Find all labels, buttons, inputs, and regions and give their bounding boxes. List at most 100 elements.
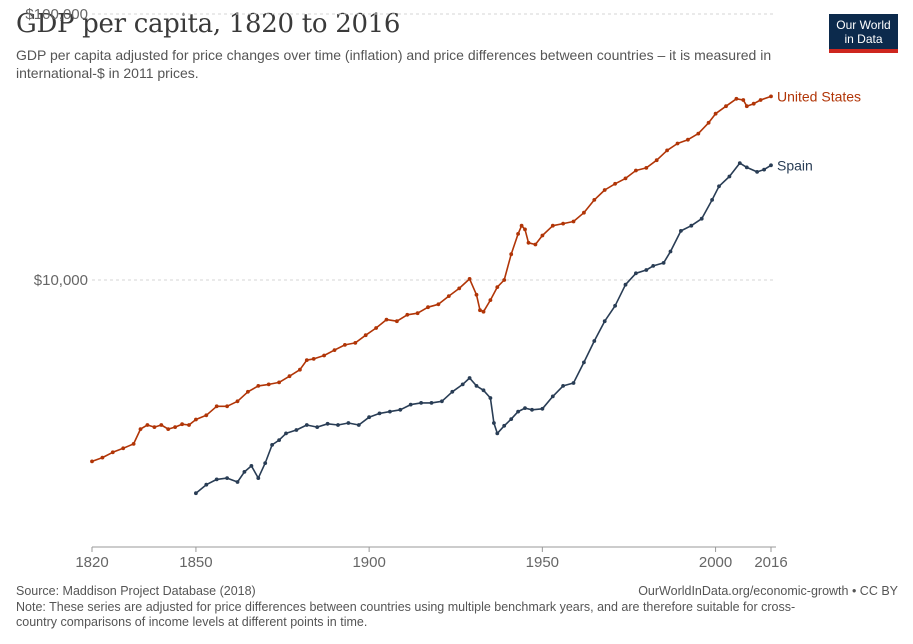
- data-point-united-states: [138, 427, 143, 431]
- data-point-spain: [523, 406, 527, 410]
- chart-subtitle: GDP per capita adjusted for price change…: [16, 47, 772, 81]
- data-point-spain: [398, 407, 403, 412]
- data-point-spain: [225, 476, 230, 480]
- x-tick-label: 1900: [352, 554, 385, 571]
- data-point-spain: [592, 339, 597, 343]
- data-point-spain: [717, 184, 721, 189]
- data-point-united-states: [561, 221, 565, 226]
- data-point-united-states: [502, 278, 507, 282]
- data-point-spain: [315, 425, 320, 429]
- data-point-united-states: [110, 450, 115, 455]
- data-point-spain: [661, 261, 666, 265]
- data-point-united-states: [744, 104, 749, 109]
- data-point-spain: [710, 198, 714, 202]
- data-point-spain: [346, 421, 351, 425]
- series-label-united-states: United States: [777, 88, 861, 104]
- data-point-spain: [679, 229, 683, 233]
- data-point-united-states: [550, 223, 555, 228]
- logo-line-1: Our World: [836, 17, 891, 32]
- data-point-spain: [699, 216, 704, 221]
- data-point-spain: [634, 271, 638, 276]
- logo-line-2: in Data: [844, 31, 883, 46]
- data-point-united-states: [353, 341, 358, 345]
- data-point-united-states: [304, 358, 309, 362]
- data-point-united-states: [457, 286, 462, 291]
- data-point-united-states: [152, 425, 157, 429]
- data-point-united-states: [246, 389, 250, 394]
- data-point-united-states: [481, 309, 486, 314]
- x-tick-label: 2016: [754, 554, 787, 571]
- data-point-united-states: [582, 210, 586, 215]
- data-point-united-states: [187, 423, 191, 427]
- y-tick-label: $100,000: [25, 6, 88, 23]
- data-point-united-states: [571, 219, 576, 224]
- data-point-united-states: [706, 120, 711, 125]
- data-point-united-states: [100, 455, 105, 460]
- data-point-spain: [502, 423, 507, 428]
- data-point-spain: [613, 303, 617, 308]
- data-point-spain: [356, 423, 361, 427]
- data-point-united-states: [724, 104, 728, 109]
- attribution-link[interactable]: OurWorldInData.org/economic-growth • CC …: [638, 584, 898, 598]
- data-point-spain: [450, 389, 455, 394]
- data-point-spain: [263, 461, 268, 465]
- data-point-spain: [429, 401, 434, 405]
- data-point-spain: [540, 406, 545, 411]
- data-point-spain: [336, 423, 340, 427]
- data-point-united-states: [415, 311, 420, 316]
- data-point-spain: [668, 249, 673, 254]
- data-point-united-states: [277, 380, 281, 385]
- data-point-spain: [623, 282, 628, 287]
- data-point-spain: [408, 402, 413, 407]
- data-point-united-states: [225, 404, 230, 409]
- data-point-united-states: [474, 292, 479, 297]
- data-point-united-states: [194, 417, 198, 422]
- data-point-united-states: [405, 312, 410, 317]
- data-point-spain: [194, 491, 198, 496]
- data-point-spain: [550, 394, 555, 399]
- data-point-spain: [249, 464, 254, 468]
- data-point-united-states: [298, 367, 302, 372]
- data-point-united-states: [145, 423, 150, 427]
- data-point-united-states: [758, 98, 763, 102]
- data-point-united-states: [613, 181, 617, 186]
- data-point-spain: [474, 384, 479, 388]
- data-point-spain: [737, 161, 742, 166]
- data-point-united-states: [374, 326, 378, 330]
- data-point-spain: [516, 409, 520, 414]
- data-point-united-states: [526, 240, 531, 245]
- data-point-spain: [651, 264, 656, 268]
- owid-logo[interactable]: Our World in Data: [829, 14, 898, 53]
- data-point-united-states: [488, 298, 493, 302]
- data-point-spain: [582, 360, 586, 365]
- data-point-united-states: [602, 188, 607, 192]
- data-point-spain: [602, 319, 607, 324]
- data-point-united-states: [363, 333, 368, 338]
- data-point-spain: [689, 223, 694, 228]
- data-point-spain: [388, 409, 392, 414]
- data-point-spain: [242, 470, 247, 474]
- data-point-united-states: [332, 348, 337, 352]
- data-point-united-states: [751, 101, 756, 106]
- data-point-united-states: [495, 285, 500, 289]
- data-point-spain: [284, 431, 288, 436]
- data-point-spain: [769, 163, 773, 168]
- data-point-united-states: [686, 137, 690, 142]
- data-point-spain: [419, 401, 423, 405]
- data-point-spain: [509, 417, 514, 421]
- data-point-spain: [727, 174, 732, 179]
- data-point-united-states: [540, 233, 545, 238]
- data-point-spain: [235, 480, 240, 484]
- data-point-united-states: [769, 94, 773, 99]
- source-text: Source: Maddison Project Database (2018): [16, 584, 256, 598]
- data-point-united-states: [395, 319, 399, 324]
- data-point-united-states: [675, 141, 680, 146]
- data-point-spain: [325, 421, 330, 426]
- data-point-united-states: [516, 232, 520, 236]
- data-point-spain: [744, 165, 749, 170]
- data-point-united-states: [467, 277, 472, 281]
- data-point-spain: [377, 411, 382, 416]
- data-point-spain: [204, 482, 209, 487]
- data-point-united-states: [343, 343, 347, 347]
- data-point-united-states: [180, 422, 185, 427]
